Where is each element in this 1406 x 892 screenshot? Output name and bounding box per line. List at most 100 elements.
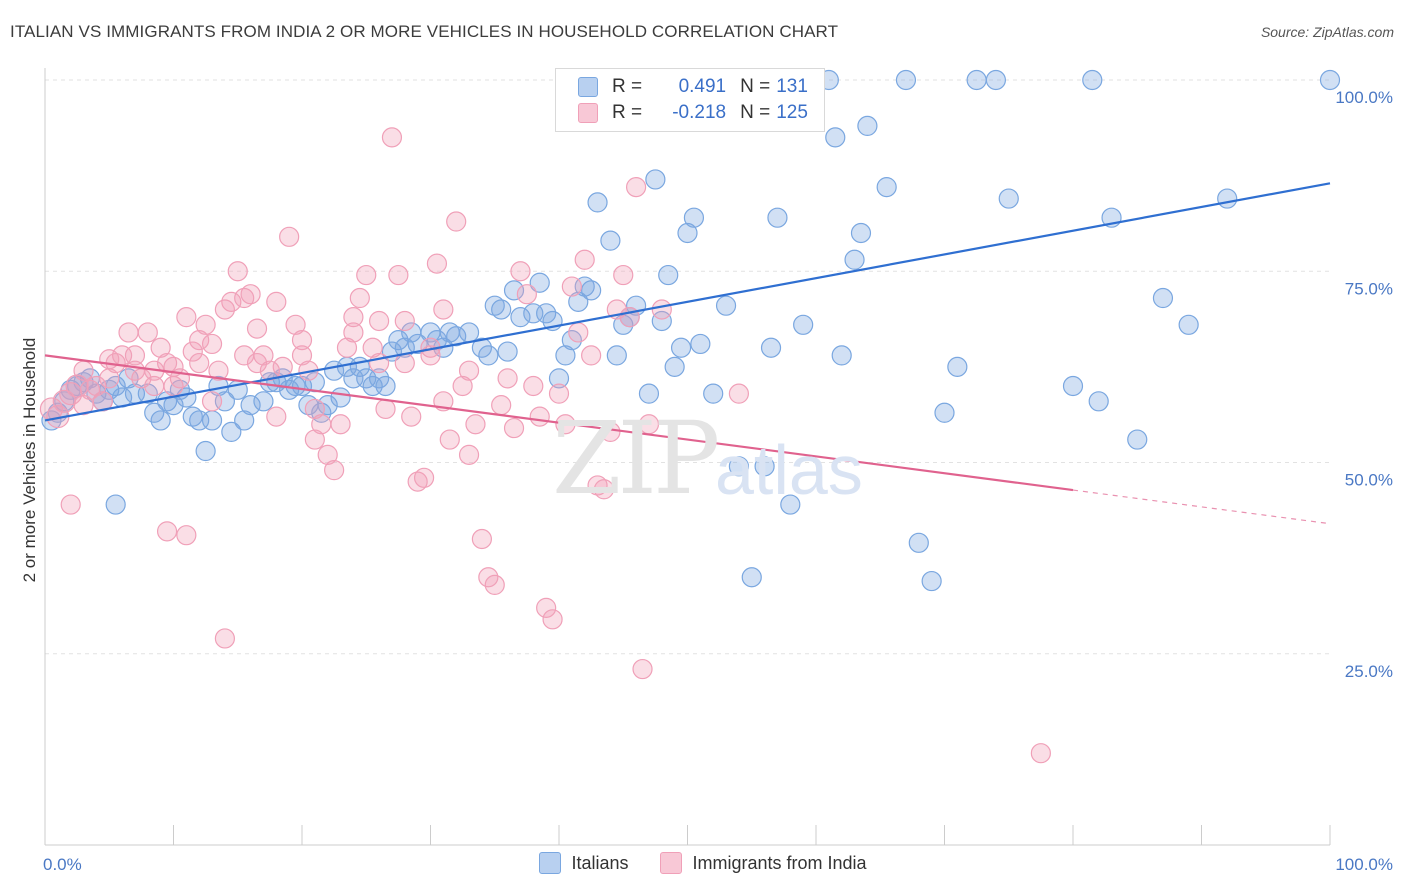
data-point [632,658,653,680]
legend-n-value: 125 [776,102,808,123]
data-point [253,391,274,412]
data-point [625,177,647,198]
data-point [934,402,955,423]
data-point [343,322,364,343]
data-point [79,379,101,400]
data-point [484,295,505,316]
legend-n-value: 131 [776,76,808,97]
data-point [214,628,235,649]
data-point [664,356,685,377]
data-point [1127,429,1148,450]
legend-swatch-india [578,103,598,123]
data-point [600,230,621,251]
trend-lines [44,182,1331,525]
data-point [548,368,570,389]
data-point [491,395,512,416]
data-point [279,226,300,247]
trend-line-extension [1072,489,1331,525]
watermark-zip: ZIP [552,400,720,517]
data-point [638,383,660,404]
data-point [227,261,248,282]
data-point [369,310,390,332]
data-point [240,284,261,305]
data-point [330,387,351,408]
trend-line [44,182,1331,422]
watermark-atlas: atlas [715,431,863,509]
data-point [426,253,448,274]
data-point [645,169,666,190]
y-axis-label: 2 or more Vehicles in Household [20,338,39,583]
data-point [407,471,428,492]
data-point [760,337,782,358]
legend-r-label: R = [612,102,643,123]
data-point [105,494,126,515]
data-point [831,345,852,366]
data-point [118,322,139,343]
legend-label-india: Immigrants from India [692,852,867,873]
data-point [497,368,518,389]
data-point [201,391,223,412]
data-point [201,410,223,431]
data-point [658,264,679,286]
data-point [966,69,987,91]
data-point [568,291,589,312]
data-point [349,287,370,309]
data-point [266,291,287,312]
data-point [317,444,338,465]
data-point [670,337,692,358]
data-point [394,352,415,374]
data-point [234,345,255,366]
data-point [1178,314,1199,335]
legend-swatch-italians [539,852,562,874]
legend-label-italians: Italians [571,852,629,873]
legend-swatch-india [660,852,683,874]
data-point [728,383,750,404]
data-point [221,291,242,312]
legend-item-italians: Italians [539,852,628,874]
data-point [568,322,589,343]
data-point [651,310,672,332]
data-point [1152,287,1174,309]
data-point [195,314,216,335]
y-tick-label: 75.0% [1345,279,1393,298]
data-point [330,414,351,435]
data-point [446,326,467,347]
data-point [433,299,454,320]
data-point [246,352,268,374]
legend-r-value: 0.491 [678,76,727,97]
data-point [458,444,480,465]
data-point [234,410,255,431]
data-point [497,341,518,362]
legend-r-label: R = [612,76,643,97]
data-point [998,188,1019,209]
data-point [548,383,570,404]
data-point [780,494,801,515]
data-point [99,349,120,370]
data-point [651,299,672,320]
data-point [908,532,929,553]
data-point [144,375,165,397]
data-point [600,421,621,442]
data-point [240,395,261,416]
data-point [285,314,306,335]
legend-row-india: R = -0.218 N = 125 [578,100,808,126]
data-point [484,574,505,596]
data-point [369,352,390,374]
legend-n-label: N = [740,76,771,97]
data-point [201,333,223,355]
data-point [1319,69,1341,91]
data-point [921,570,942,592]
data-point [375,398,396,420]
data-point [1217,188,1238,209]
data-point [86,375,107,397]
data-point [259,360,280,381]
data-point [529,272,550,293]
data-point [156,521,178,542]
data-point [189,330,210,351]
data-point [947,356,968,377]
data-point [272,356,293,377]
data-point [613,264,634,286]
data-point [195,440,216,462]
y-tick-label: 25.0% [1345,662,1393,681]
